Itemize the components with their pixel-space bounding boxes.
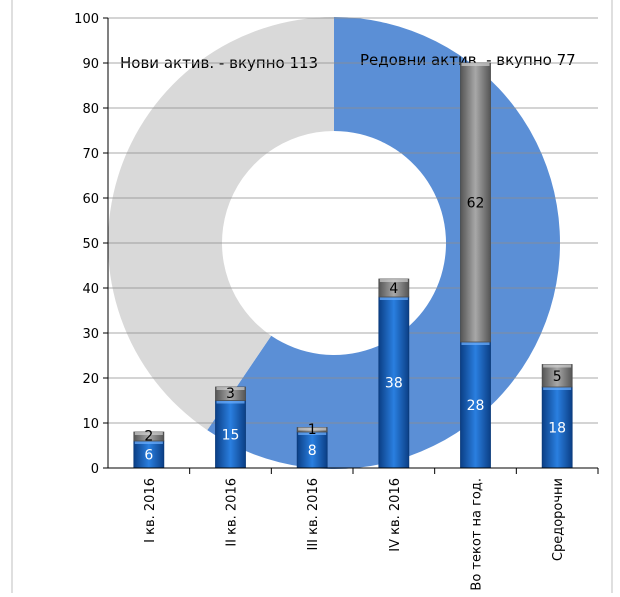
bar-value-label-5-series-0: 18 xyxy=(548,421,566,437)
y-tick-label-2: 20 xyxy=(82,372,99,387)
gridlines xyxy=(108,17,598,469)
bar-value-label-3-series-0: 38 xyxy=(385,376,403,392)
bar-cap-1-series-0 xyxy=(216,400,245,404)
bar-value-label-5-series-1: 5 xyxy=(553,369,562,385)
bar-value-label-2-series-0: 8 xyxy=(308,443,317,459)
bar-value-label-0-series-0: 6 xyxy=(144,448,153,464)
y-tick-label-7: 70 xyxy=(82,147,99,162)
bar-value-label-3-series-1: 4 xyxy=(389,281,398,297)
bar-cap-2-series-1 xyxy=(298,427,327,431)
bar-2-series-0 xyxy=(296,431,328,469)
bar-value-label-4-series-1: 62 xyxy=(467,196,485,212)
bar-cap-3-series-0 xyxy=(379,297,408,300)
donut-slice-label-1: Редовни актив. - вкупно 77 xyxy=(360,51,576,69)
bar-4-series-0 xyxy=(460,341,491,469)
donut-slice-1 xyxy=(107,17,335,431)
bar-cap-5-series-1 xyxy=(543,364,572,368)
y-tick-label-0: 0 xyxy=(91,462,99,477)
x-tick-label-5: Средорочни xyxy=(551,478,566,561)
bar-cap-1-series-1 xyxy=(216,387,245,390)
y-tick-label-4: 40 xyxy=(82,282,99,297)
bar-value-label-2-series-1: 1 xyxy=(308,422,317,438)
bar-cap-3-series-1 xyxy=(379,279,408,282)
x-tick-label-3: IV кв. 2016 xyxy=(388,478,403,552)
bar-value-label-1-series-1: 3 xyxy=(226,386,235,402)
bar-5-series-0 xyxy=(541,386,573,469)
x-tick-label-0: I кв. 2016 xyxy=(143,478,158,543)
y-tick-label-5: 50 xyxy=(82,237,99,252)
y-tick-label-9: 90 xyxy=(82,57,99,72)
x-tick-label-4: Во текот на год. xyxy=(470,478,485,591)
y-tick-label-6: 60 xyxy=(82,192,99,207)
bar-cap-0-series-0 xyxy=(134,441,163,444)
x-tick-label-2: III кв. 2016 xyxy=(306,478,321,551)
bar-value-label-0-series-1: 2 xyxy=(144,429,153,445)
y-tick-label-10: 100 xyxy=(74,12,99,27)
bar-1-series-0 xyxy=(215,400,246,469)
bar-value-label-4-series-0: 28 xyxy=(467,398,485,414)
bar-cap-4-series-0 xyxy=(461,342,490,345)
bar-value-label-1-series-0: 15 xyxy=(222,427,240,443)
y-tick-label-1: 10 xyxy=(82,417,99,432)
axes: 0 10 20 30 40 50 60 70 80 90 100 I кв. 2016 II кв. 2… xyxy=(74,12,599,591)
bar-cap-2-series-0 xyxy=(298,432,327,435)
y-tick-label-8: 80 xyxy=(82,102,99,117)
bar-3-series-0 xyxy=(378,296,410,469)
bar-cap-4-series-1 xyxy=(461,63,490,66)
bar-cap-0-series-1 xyxy=(134,432,163,435)
bar-cap-5-series-0 xyxy=(543,387,572,390)
bar-4-series-1 xyxy=(460,62,491,343)
x-tick-label-1: II кв. 2016 xyxy=(225,478,240,547)
y-tick-label-3: 30 xyxy=(82,327,99,342)
